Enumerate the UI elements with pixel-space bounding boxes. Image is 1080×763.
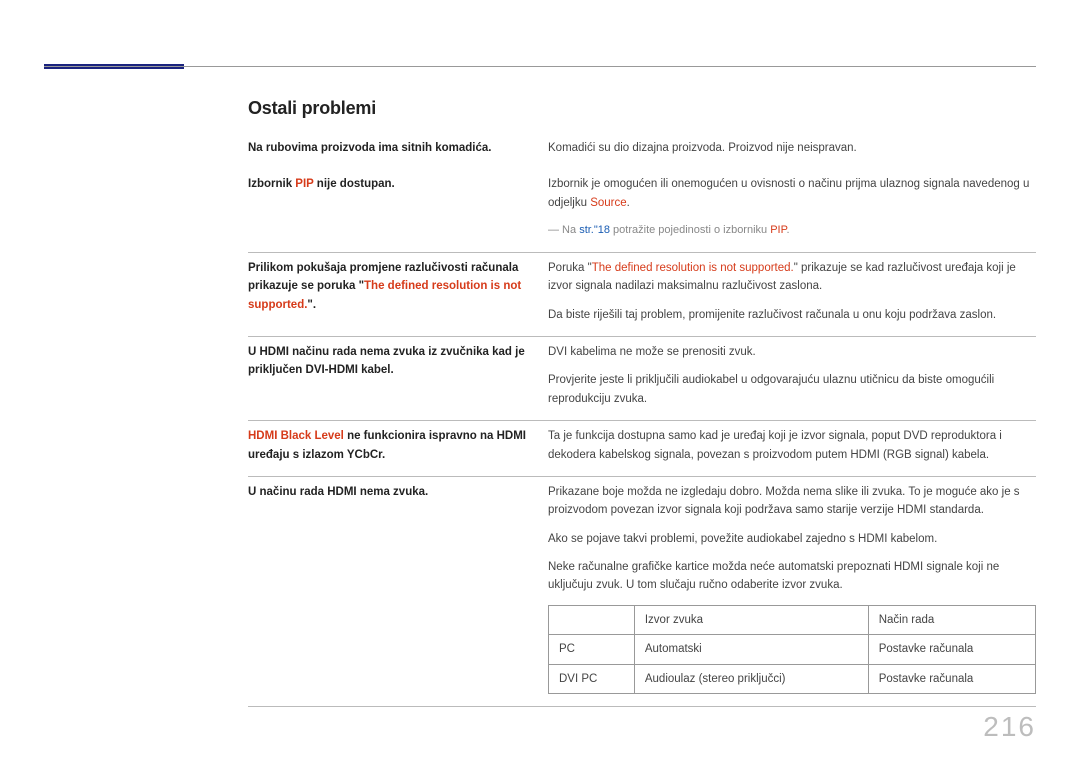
problem-desc: Poruka "The defined resolution is not su… <box>548 259 1036 324</box>
problem-desc: Izbornik je omogućen ili onemogućen u ov… <box>548 175 1036 239</box>
problem-row: Prilikom pokušaja promjene razlučivosti … <box>248 253 1036 337</box>
problem-label: U načinu rada HDMI nema zvuka. <box>248 483 548 694</box>
highlight-text: Source <box>590 197 626 209</box>
page-title: Ostali problemi <box>248 98 1036 119</box>
table-cell: Način rada <box>868 605 1035 634</box>
table-row: PC Automatski Postavke računala <box>549 635 1036 664</box>
table-cell: Izvor zvuka <box>634 605 868 634</box>
problem-label: U HDMI načinu rada nema zvuka iz zvučnik… <box>248 343 548 408</box>
problem-label: HDMI Black Level ne funkcionira ispravno… <box>248 427 548 464</box>
table-cell: Postavke računala <box>868 635 1035 664</box>
highlight-text: The defined resolution is not supported. <box>592 262 794 274</box>
table-row: DVI PC Audioulaz (stereo priključci) Pos… <box>549 664 1036 693</box>
problem-label: Prilikom pokušaja promjene razlučivosti … <box>248 259 548 324</box>
table-cell: Audioulaz (stereo priključci) <box>634 664 868 693</box>
problem-label: Izbornik PIP nije dostupan. <box>248 175 548 239</box>
table-row: Izvor zvuka Način rada <box>549 605 1036 634</box>
problem-desc: Prikazane boje možda ne izgledaju dobro.… <box>548 483 1036 694</box>
page-number: 216 <box>983 711 1036 743</box>
footnote: ― Na str."18 potražite pojedinosti o izb… <box>548 222 1036 240</box>
audio-settings-table: Izvor zvuka Način rada PC Automatski Pos… <box>548 605 1036 694</box>
highlight-text: PIP <box>295 178 313 190</box>
table-cell: PC <box>549 635 635 664</box>
problem-row: Na rubovima proizvoda ima sitnih komadić… <box>248 133 1036 169</box>
problem-desc: Ta je funkcija dostupna samo kad je uređ… <box>548 427 1036 464</box>
problem-label: Na rubovima proizvoda ima sitnih komadić… <box>248 139 548 157</box>
table-cell: Automatski <box>634 635 868 664</box>
header-rule <box>44 66 1036 67</box>
page-link[interactable]: str."18 <box>579 224 610 236</box>
problem-row: U HDMI načinu rada nema zvuka iz zvučnik… <box>248 337 1036 421</box>
main-content: Ostali problemi Na rubovima proizvoda im… <box>248 98 1036 707</box>
highlight-text: PIP <box>770 224 786 236</box>
problem-row: HDMI Black Level ne funkcionira ispravno… <box>248 421 1036 477</box>
problem-desc: Komadići su dio dizajna proizvoda. Proiz… <box>548 139 1036 157</box>
problem-row: Izbornik PIP nije dostupan. Izbornik je … <box>248 169 1036 252</box>
table-cell: DVI PC <box>549 664 635 693</box>
highlight-text: HDMI Black Level <box>248 430 344 442</box>
table-cell <box>549 605 635 634</box>
problem-row: U načinu rada HDMI nema zvuka. Prikazane… <box>248 477 1036 707</box>
problem-desc: DVI kabelima ne može se prenositi zvuk. … <box>548 343 1036 408</box>
table-cell: Postavke računala <box>868 664 1035 693</box>
